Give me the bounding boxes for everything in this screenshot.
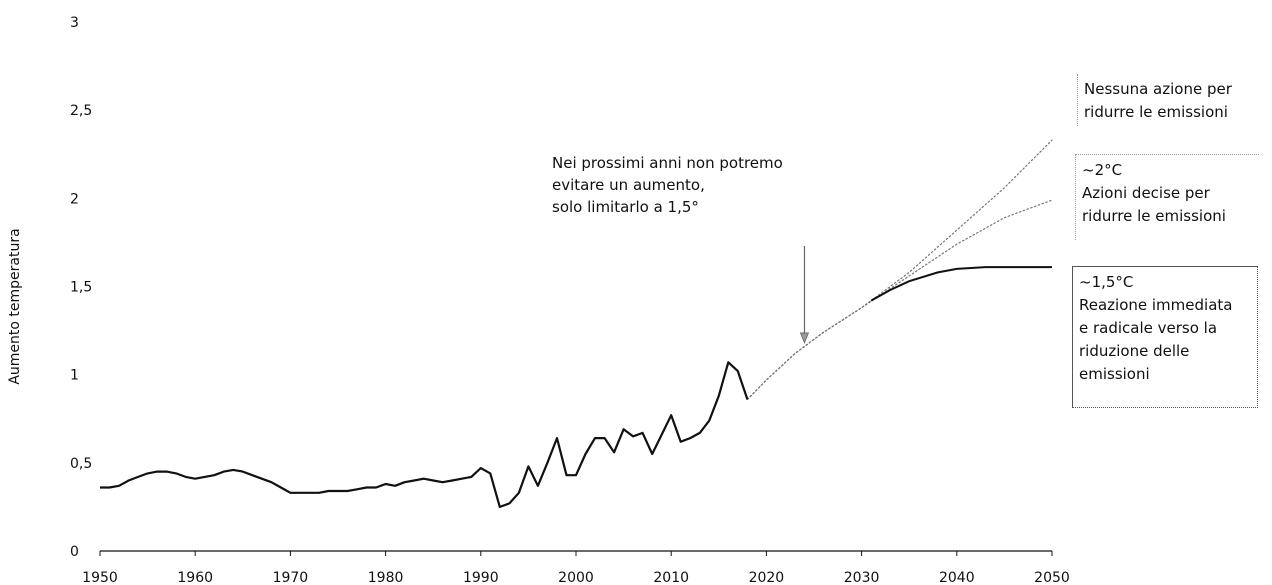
x-tick-label-1990: 1990 — [463, 570, 499, 585]
legend-2c-line-3: ridurre le emissioni — [1082, 207, 1226, 225]
y-tick-label-4: 2 — [70, 191, 79, 207]
x-tick-label-2010: 2010 — [653, 570, 689, 585]
series-line-0 — [100, 361, 749, 508]
legend-1-5c-line-1: ~1,5°C — [1079, 273, 1134, 291]
y-tick-label-3: 1,5 — [70, 280, 92, 296]
annotation-arrows — [799, 245, 810, 345]
annotation-text: Nei prossimi anni non potremo evitare un… — [552, 152, 783, 218]
x-tick-label-1980: 1980 — [368, 570, 404, 585]
legend-1-5c-line-3: e radicale verso la — [1079, 319, 1218, 337]
legend-1-5c-line-4: riduzione delle — [1079, 342, 1190, 360]
y-tick-label-2: 1 — [70, 368, 79, 384]
series-line-2 — [746, 199, 1053, 400]
legend-box-no-action: Nessuna azione per ridurre le emissioni — [1077, 74, 1257, 126]
x-tick-label-2030: 2030 — [844, 570, 880, 585]
series-group — [100, 139, 1053, 508]
annotation-line-2: evitare un aumento, — [552, 176, 705, 194]
x-tick-label-2040: 2040 — [939, 570, 975, 585]
y-axis-label: Aumento temperatura — [7, 228, 23, 384]
y-tick-label-5: 2,5 — [70, 103, 92, 119]
legend-box-1-5c: ~1,5°C Reazione immediata e radicale ver… — [1072, 266, 1258, 408]
legend-1-5c-line-5: emissioni — [1079, 365, 1150, 383]
annotation-line-3: solo limitarlo a 1,5° — [552, 198, 699, 216]
legend-no-action-line-1: Nessuna azione per — [1084, 80, 1232, 98]
x-tick-label-2000: 2000 — [558, 570, 594, 585]
y-tick-label-1: 0,5 — [70, 456, 92, 472]
y-tick-label-6: 3 — [70, 15, 79, 31]
x-tick-label-1950: 1950 — [82, 570, 118, 585]
axes: 1950 1960 1970 1980 1990 2000 2010 2020 2030 2040… — [7, 15, 1070, 585]
legend-2c-line-2: Azioni decise per — [1082, 184, 1210, 202]
legend-1-5c-line-2: Reazione immediata — [1079, 296, 1233, 314]
y-tick-label-0: 0 — [70, 544, 79, 560]
series-line-1 — [746, 139, 1053, 400]
x-tick-label-1970: 1970 — [273, 570, 309, 585]
x-tick-label-1960: 1960 — [177, 570, 213, 585]
legend-box-2c: ~2°C Azioni decise per ridurre le emissi… — [1075, 154, 1259, 240]
annotation-arrow-head-0 — [799, 332, 810, 345]
series-line-3-solid — [870, 266, 1052, 302]
x-tick-label-2020: 2020 — [749, 570, 785, 585]
legend-no-action-line-2: ridurre le emissioni — [1084, 103, 1228, 121]
series-line-3-projection — [746, 300, 872, 400]
annotation-line-1: Nei prossimi anni non potremo — [552, 154, 783, 172]
x-tick-label-2050: 2050 — [1034, 570, 1070, 585]
legend-2c-line-1: ~2°C — [1082, 161, 1123, 179]
